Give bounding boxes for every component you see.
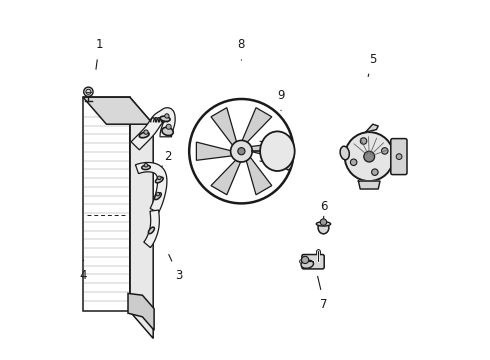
Polygon shape — [135, 162, 167, 213]
Circle shape — [364, 151, 374, 162]
Polygon shape — [211, 108, 237, 145]
Ellipse shape — [283, 136, 294, 170]
Polygon shape — [366, 124, 378, 132]
Ellipse shape — [139, 132, 149, 138]
Polygon shape — [242, 108, 272, 142]
Circle shape — [360, 138, 367, 144]
Text: 7: 7 — [318, 276, 328, 311]
Ellipse shape — [318, 221, 329, 234]
Ellipse shape — [155, 177, 163, 183]
Circle shape — [350, 159, 357, 166]
Polygon shape — [128, 293, 154, 330]
Circle shape — [157, 176, 161, 180]
Circle shape — [84, 87, 93, 96]
Polygon shape — [131, 108, 175, 150]
Circle shape — [156, 192, 160, 196]
Circle shape — [231, 140, 252, 162]
Text: 3: 3 — [169, 255, 182, 282]
Polygon shape — [211, 160, 241, 195]
Circle shape — [371, 169, 378, 175]
Circle shape — [345, 132, 393, 181]
Circle shape — [396, 154, 402, 159]
Ellipse shape — [340, 146, 349, 160]
Ellipse shape — [154, 193, 161, 199]
Text: 9: 9 — [277, 89, 285, 111]
Circle shape — [165, 114, 169, 118]
FancyBboxPatch shape — [302, 255, 324, 269]
Ellipse shape — [301, 260, 314, 268]
Text: 5: 5 — [368, 53, 376, 77]
Ellipse shape — [142, 165, 150, 170]
Polygon shape — [144, 210, 159, 248]
Circle shape — [382, 148, 388, 154]
Circle shape — [144, 130, 148, 134]
Polygon shape — [196, 142, 232, 160]
Polygon shape — [130, 97, 153, 338]
Polygon shape — [358, 181, 380, 189]
Polygon shape — [83, 97, 153, 124]
Text: 1: 1 — [96, 39, 103, 69]
Text: 2: 2 — [162, 150, 172, 167]
Circle shape — [144, 163, 148, 167]
Ellipse shape — [260, 131, 294, 171]
Ellipse shape — [162, 127, 173, 135]
Circle shape — [301, 256, 309, 264]
FancyBboxPatch shape — [391, 139, 407, 175]
Polygon shape — [246, 157, 272, 195]
Ellipse shape — [148, 227, 154, 234]
Polygon shape — [251, 142, 287, 160]
Ellipse shape — [160, 116, 170, 121]
Circle shape — [320, 219, 327, 225]
Text: 8: 8 — [238, 39, 245, 60]
Text: 6: 6 — [320, 201, 328, 219]
Circle shape — [238, 148, 245, 155]
Circle shape — [166, 124, 171, 129]
Ellipse shape — [316, 222, 331, 226]
Text: 4: 4 — [79, 260, 87, 282]
